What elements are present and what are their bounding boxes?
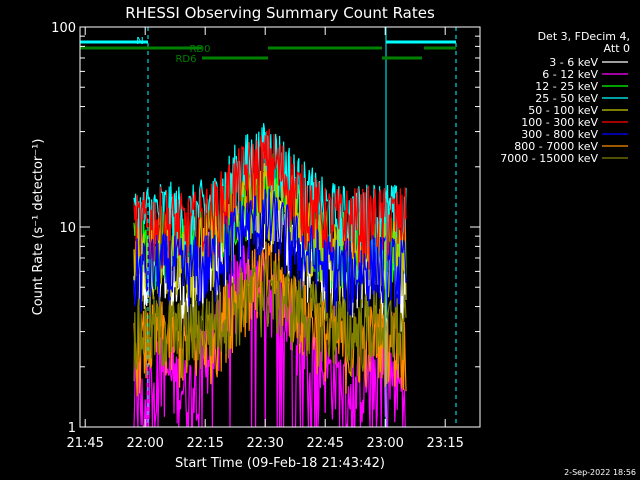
axis-layer: 21:45 22:00 22:15 22:30 22:45 23:00 23:15 1 10 10… <box>51 21 480 451</box>
y-tick-label: 10 <box>59 221 76 236</box>
x-tick-label: 22:15 <box>186 436 223 451</box>
x-tick-label: 21:45 <box>66 436 103 451</box>
x-tick-label: 22:30 <box>246 436 283 451</box>
night-label: N <box>136 36 143 47</box>
y-tick-label: 1 <box>68 421 76 436</box>
footer-date: 2-Sep-2022 18:56 <box>564 468 636 477</box>
legend-entry-label: 800 - 7000 keV <box>514 140 598 153</box>
chart-title: RHESSI Observing Summary Count Rates <box>125 4 435 22</box>
x-axis-label: Start Time (09-Feb-18 21:43:42) <box>175 456 385 471</box>
y-tick-label: 100 <box>51 21 76 36</box>
legend-header-line-1: Det 3, FDecim 4, <box>538 30 630 43</box>
legend-entry-label: 7000 - 15000 keV <box>500 152 598 165</box>
y-axis-label: Count Rate (s⁻¹ detector⁻¹) <box>31 139 46 316</box>
legend-entry-label: 50 - 100 keV <box>528 104 598 117</box>
legend-header-line-2: Att 0 <box>604 42 630 55</box>
x-tick-label: 22:45 <box>306 436 343 451</box>
x-tick-label: 23:15 <box>426 436 463 451</box>
series-line <box>133 259 407 382</box>
legend-entry-label: 100 - 300 keV <box>521 116 598 129</box>
x-tick-label: 22:00 <box>126 436 163 451</box>
x-tick-label: 23:00 <box>366 436 403 451</box>
legend-entry-label: 6 - 12 keV <box>542 68 598 81</box>
rd6-label: RD6 <box>175 54 196 65</box>
rd0-label: RD0 <box>189 44 210 55</box>
data-series-layer <box>133 123 407 428</box>
legend-entry-label: 12 - 25 keV <box>535 80 598 93</box>
legend-entry-label: 300 - 800 keV <box>521 128 598 141</box>
series-line <box>133 188 407 320</box>
legend-entry-label: 25 - 50 keV <box>535 92 598 105</box>
series-line <box>133 242 406 428</box>
series-line <box>133 128 407 275</box>
legend-entry-label: 3 - 6 keV <box>549 56 598 69</box>
